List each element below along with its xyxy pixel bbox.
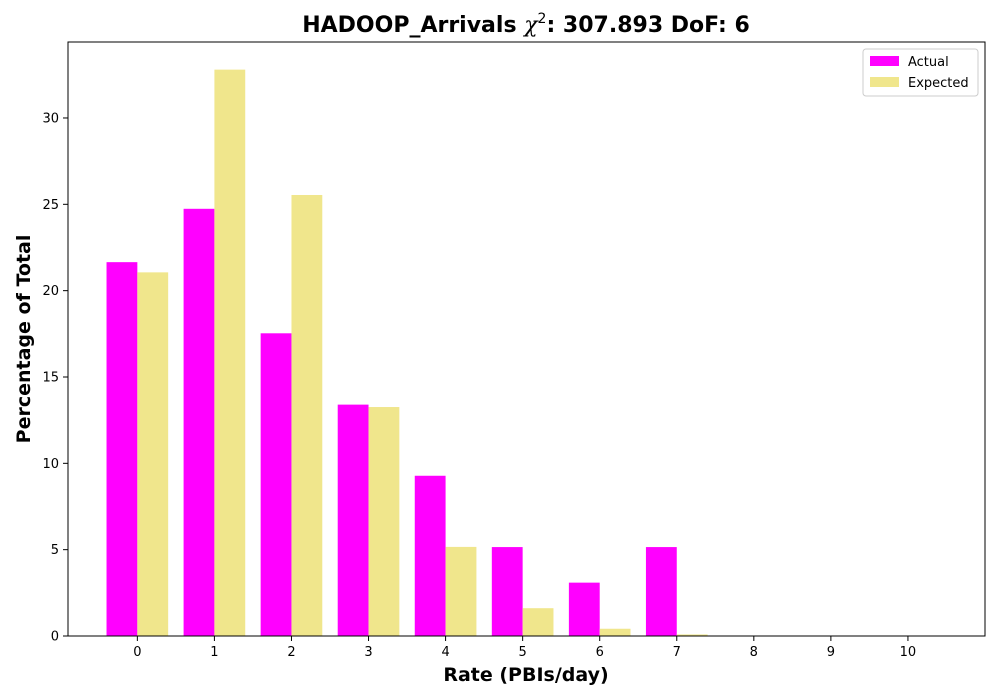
y-tick-label: 5 (51, 543, 59, 558)
plot-frame (67, 41, 986, 637)
x-tick-label: 6 (596, 645, 604, 660)
x-tick-label: 1 (210, 645, 218, 660)
bar-actual-7 (645, 547, 677, 636)
y-tick-label: 10 (42, 457, 59, 472)
bar-actual-2 (260, 333, 292, 636)
legend: Actual Expected (862, 48, 979, 97)
plot-area: 0 1 2 3 4 5 6 7 8 9 10 0 5 10 15 20 25 30 (42, 41, 986, 660)
y-tick-label: 15 (42, 370, 59, 385)
x-tick-label: 3 (364, 645, 372, 660)
x-tick-label: 0 (133, 645, 141, 660)
y-tick-label: 0 (51, 630, 59, 645)
chart-title: HADOOP_Arrivals χ2: 307.893 DoF: 6 (302, 11, 750, 38)
x-tick-label: 7 (673, 645, 681, 660)
bar-actual-0 (106, 262, 138, 636)
y-tick-label: 25 (42, 198, 59, 213)
y-tick-label: 30 (42, 111, 59, 126)
x-tick-label: 10 (900, 645, 917, 660)
bar-actual-3 (337, 404, 369, 636)
x-tick-label: 9 (827, 645, 835, 660)
bar-expected-4 (445, 546, 477, 636)
bar-expected-7 (676, 634, 708, 636)
y-axis-label: Percentage of Total (13, 235, 35, 444)
bar-expected-1 (214, 69, 246, 636)
bar-actual-1 (183, 208, 215, 637)
bar-expected-6 (599, 628, 631, 636)
bar-expected-3 (368, 407, 400, 636)
x-tick-label: 8 (750, 645, 758, 660)
bar-expected-5 (522, 608, 554, 636)
x-tick-label: 2 (287, 645, 295, 660)
y-tick-label: 20 (42, 284, 59, 299)
bar-actual-6 (568, 582, 600, 636)
legend-swatch-actual (870, 56, 899, 66)
x-tick-label: 4 (441, 645, 449, 660)
legend-label-expected: Expected (908, 76, 969, 91)
legend-label-actual: Actual (908, 55, 949, 70)
bar-expected-0 (137, 272, 169, 636)
bar-actual-4 (414, 475, 446, 636)
bar-expected-2 (291, 194, 323, 637)
x-axis-label: Rate (PBIs/day) (443, 664, 608, 686)
legend-swatch-expected (870, 77, 899, 87)
x-tick-label: 5 (519, 645, 527, 660)
bar-actual-5 (491, 547, 523, 636)
